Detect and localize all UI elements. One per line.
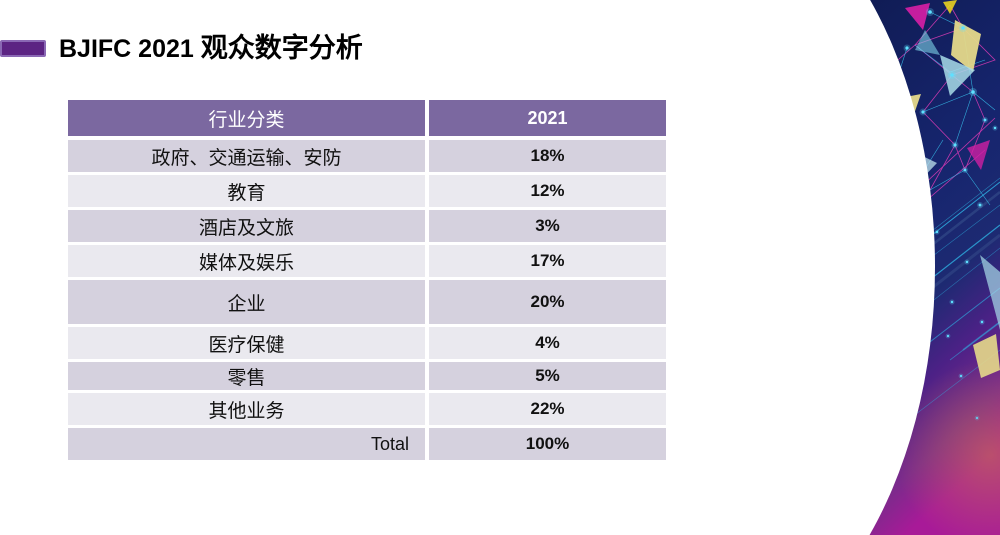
title-block: BJIFC 2021 观众数字分析	[0, 34, 363, 64]
table-total-row: Total 100%	[68, 428, 666, 463]
table-row: 企业 20%	[68, 280, 666, 327]
title-latin: BJIFC 2021	[59, 35, 194, 63]
industry-cell: 其他业务	[68, 393, 425, 428]
industry-cell: 零售	[68, 362, 425, 393]
industry-cell: 教育	[68, 175, 425, 210]
value-cell: 12%	[425, 175, 666, 210]
page-title: BJIFC 2021 观众数字分析	[59, 34, 363, 64]
industry-cell: 医疗保健	[68, 327, 425, 362]
title-accent-bar	[0, 40, 46, 58]
industry-cell: 媒体及娱乐	[68, 245, 425, 280]
table-row: 其他业务 22%	[68, 393, 666, 428]
table-row: 酒店及文旅 3%	[68, 210, 666, 245]
industry-cell: Total	[68, 428, 425, 463]
value-cell: 20%	[425, 280, 666, 327]
table-row: 零售 5%	[68, 362, 666, 393]
audience-analysis-table: 行业分类 2021 政府、交通运输、安防 18% 教育 12% 酒店及文旅 3% 媒体及娱乐…	[68, 100, 666, 463]
industry-cell: 企业	[68, 280, 425, 327]
table-row: 教育 12%	[68, 175, 666, 210]
value-cell: 17%	[425, 245, 666, 280]
industry-cell: 政府、交通运输、安防	[68, 140, 425, 175]
table-row: 医疗保健 4%	[68, 327, 666, 362]
value-cell: 3%	[425, 210, 666, 245]
table-row: 政府、交通运输、安防 18%	[68, 140, 666, 175]
industry-cell: 酒店及文旅	[68, 210, 425, 245]
value-cell: 100%	[425, 428, 666, 463]
value-cell: 18%	[425, 140, 666, 175]
value-cell: 4%	[425, 327, 666, 362]
value-cell: 22%	[425, 393, 666, 428]
title-cjk: 观众数字分析	[200, 33, 363, 64]
header-industry-category: 行业分类	[68, 100, 425, 140]
table-header-row: 行业分类 2021	[68, 100, 666, 140]
table-row: 媒体及娱乐 17%	[68, 245, 666, 280]
value-cell: 5%	[425, 362, 666, 393]
header-year-2021: 2021	[425, 100, 666, 140]
